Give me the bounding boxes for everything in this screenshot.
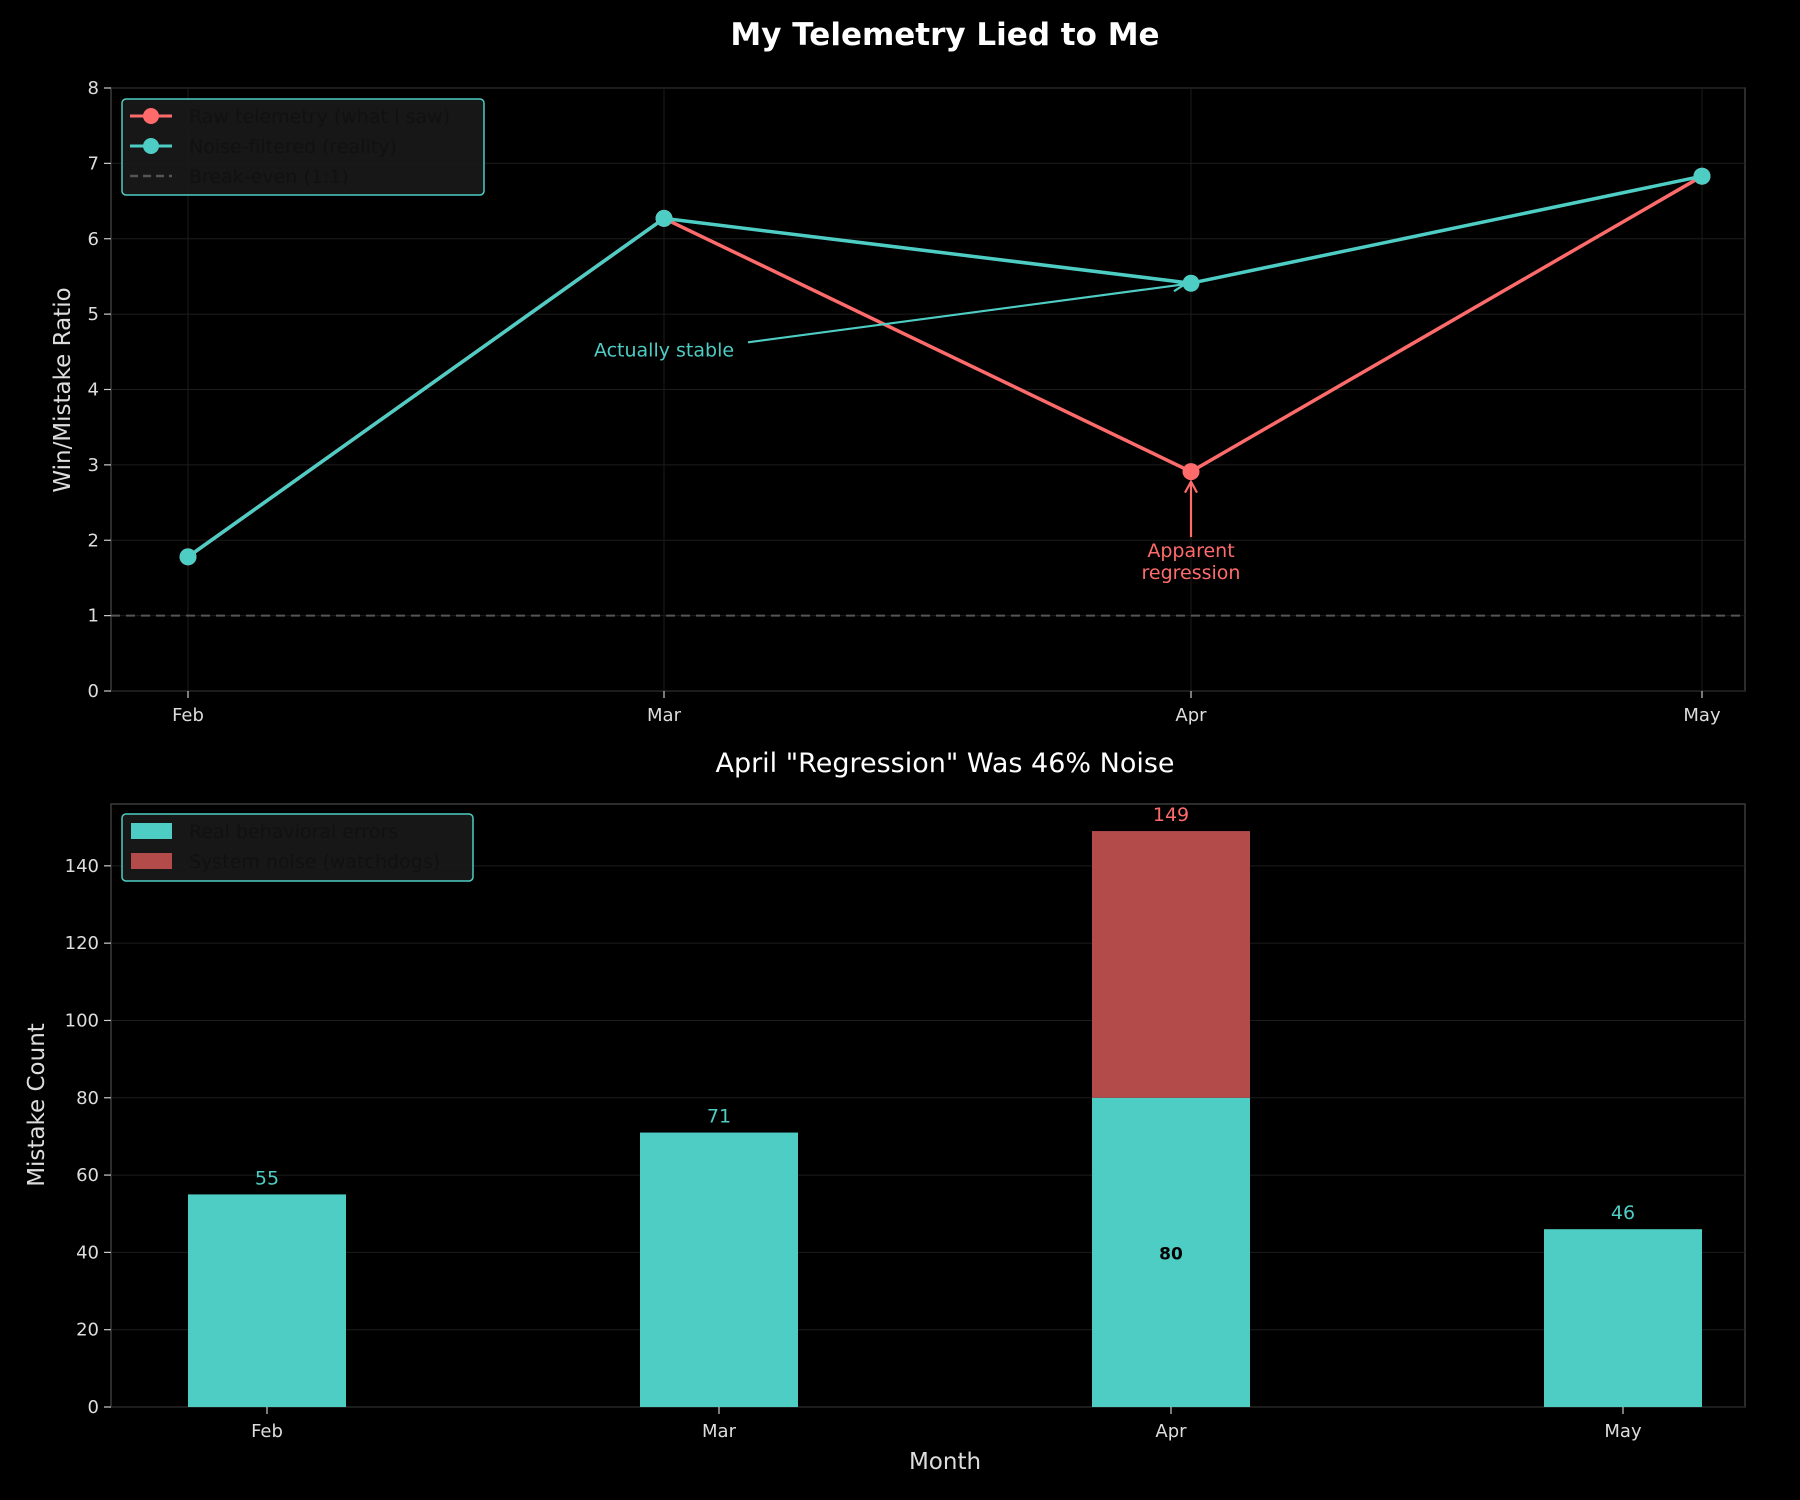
annotation-apparent-regression: Apparent regression bbox=[1142, 540, 1241, 584]
bar-y-ticks: 0 20 40 60 80 100 120 140 bbox=[65, 856, 111, 1418]
series-filtered-point-may bbox=[1693, 167, 1711, 185]
figure-title: My Telemetry Lied to Me bbox=[730, 17, 1159, 53]
bar-chart-title: April "Regression" Was 46% Noise bbox=[715, 748, 1174, 779]
bar-real-errors-mar bbox=[640, 1132, 798, 1407]
legend-real-errors-label: Real behavioral errors bbox=[189, 821, 398, 843]
bar-legend-box bbox=[121, 813, 474, 882]
legend-raw-marker bbox=[143, 108, 159, 124]
line-y-axis-label: Win/Mistake Ratio bbox=[50, 287, 76, 492]
bar-x-tick-label: Mar bbox=[702, 1421, 737, 1442]
bar-y-axis-label: Mistake Count bbox=[24, 1023, 50, 1187]
bar-total-label-apr: 149 bbox=[1153, 804, 1189, 826]
legend-raw-label: Raw telemetry (what I saw) bbox=[189, 106, 450, 128]
bar-noise-apr bbox=[1092, 831, 1250, 1098]
bar-x-ticks: Feb Mar Apr May bbox=[251, 1407, 1642, 1442]
line-y-tick-label: 3 bbox=[88, 455, 99, 476]
line-annotations: Actually stable Apparent regression bbox=[594, 280, 1241, 584]
line-y-ticks: 0 1 2 3 4 5 6 7 8 bbox=[88, 78, 111, 702]
bar-y-tick-label: 40 bbox=[76, 1242, 99, 1263]
line-series-group bbox=[111, 167, 1745, 617]
annotation-actually-stable-arrow bbox=[747, 283, 1186, 344]
legend-item-breakeven: Break-even (1:1) bbox=[130, 166, 349, 188]
line-x-tick-label: Apr bbox=[1175, 705, 1207, 726]
bar-total-label-feb: 55 bbox=[255, 1167, 279, 1189]
bar-y-tick-label: 120 bbox=[65, 933, 99, 954]
series-filtered-point-feb bbox=[179, 548, 197, 566]
bar-plot-area bbox=[110, 803, 1746, 1408]
bar-total-label-mar: 71 bbox=[707, 1106, 731, 1128]
line-x-tick-label: May bbox=[1683, 705, 1721, 726]
bar-y-tick-label: 80 bbox=[76, 1088, 99, 1109]
line-y-tick-label: 1 bbox=[88, 606, 99, 627]
line-x-ticks: Feb Mar Apr May bbox=[172, 691, 1721, 726]
bar-x-tick-label: Apr bbox=[1155, 1421, 1187, 1442]
line-y-tick-label: 7 bbox=[88, 153, 99, 174]
line-y-tick-label: 5 bbox=[88, 304, 99, 325]
series-filtered-point-mar bbox=[655, 209, 673, 227]
line-chart: 0 1 2 3 4 5 6 7 8 Feb Mar Apr May Win/Mistake Ratio… bbox=[50, 78, 1746, 726]
bar-y-tick-label: 100 bbox=[65, 1010, 99, 1031]
legend-noise-label: System noise (watchdogs) bbox=[189, 851, 440, 873]
series-filtered-line bbox=[186, 174, 1703, 559]
bar-y-tick-label: 20 bbox=[76, 1320, 99, 1341]
legend-item-filtered: Noise-filtered (reality) bbox=[130, 136, 397, 158]
annotation-apparent-regression-line: regression bbox=[1142, 562, 1241, 584]
bar-chart: April "Regression" Was 46% Noise 0 20 40 60… bbox=[24, 748, 1746, 1475]
legend-real-errors-swatch bbox=[131, 823, 172, 839]
legend-filtered-label: Noise-filtered (reality) bbox=[189, 136, 397, 158]
line-x-tick-label: Feb bbox=[172, 705, 204, 726]
line-y-tick-label: 8 bbox=[88, 78, 99, 99]
line-legend: Raw telemetry (what I saw) Noise-filtere… bbox=[121, 98, 485, 196]
bar-y-tick-label: 60 bbox=[76, 1165, 99, 1186]
bar-legend: Real behavioral errors System noise (wat… bbox=[121, 813, 474, 882]
line-y-tick-label: 6 bbox=[88, 229, 99, 250]
bar-x-tick-label: Feb bbox=[251, 1421, 283, 1442]
line-y-tick-label: 0 bbox=[88, 681, 99, 702]
line-y-tick-label: 2 bbox=[88, 530, 99, 551]
line-x-tick-label: Mar bbox=[647, 705, 682, 726]
line-legend-box bbox=[121, 98, 485, 196]
legend-item-raw: Raw telemetry (what I saw) bbox=[130, 106, 450, 128]
line-y-tick-label: 4 bbox=[88, 380, 99, 401]
bar-value-labels: 55 71 149 46 80 bbox=[255, 804, 1635, 1264]
annotation-apparent-regression-arrowhead bbox=[1184, 479, 1198, 494]
bar-total-label-may: 46 bbox=[1611, 1202, 1635, 1224]
legend-item-real-errors: Real behavioral errors bbox=[131, 821, 398, 843]
legend-filtered-marker bbox=[143, 138, 159, 154]
bar-inner-label-apr: 80 bbox=[1159, 1244, 1183, 1264]
legend-noise-swatch bbox=[131, 853, 172, 869]
annotation-apparent-regression-line: Apparent bbox=[1147, 540, 1234, 562]
series-raw-point-apr bbox=[1182, 463, 1200, 481]
bar-grid bbox=[111, 865, 1745, 1408]
bar-y-tick-label: 140 bbox=[65, 856, 99, 877]
line-grid bbox=[111, 87, 1745, 692]
legend-breakeven-label: Break-even (1:1) bbox=[189, 166, 349, 188]
bar-y-tick-label: 0 bbox=[88, 1397, 99, 1418]
series-filtered-point-apr bbox=[1182, 274, 1200, 292]
annotation-actually-stable: Actually stable bbox=[594, 339, 734, 361]
bar-real-errors-apr bbox=[1092, 1097, 1250, 1407]
annotation-actually-stable-arrowhead bbox=[1171, 280, 1186, 293]
legend-item-noise: System noise (watchdogs) bbox=[131, 851, 440, 873]
bar-real-errors-feb bbox=[188, 1194, 346, 1407]
bar-bars-group bbox=[188, 831, 1702, 1407]
bar-x-axis-label: Month bbox=[909, 1449, 981, 1475]
bar-real-errors-may bbox=[1544, 1229, 1702, 1407]
bar-x-tick-label: May bbox=[1604, 1421, 1642, 1442]
